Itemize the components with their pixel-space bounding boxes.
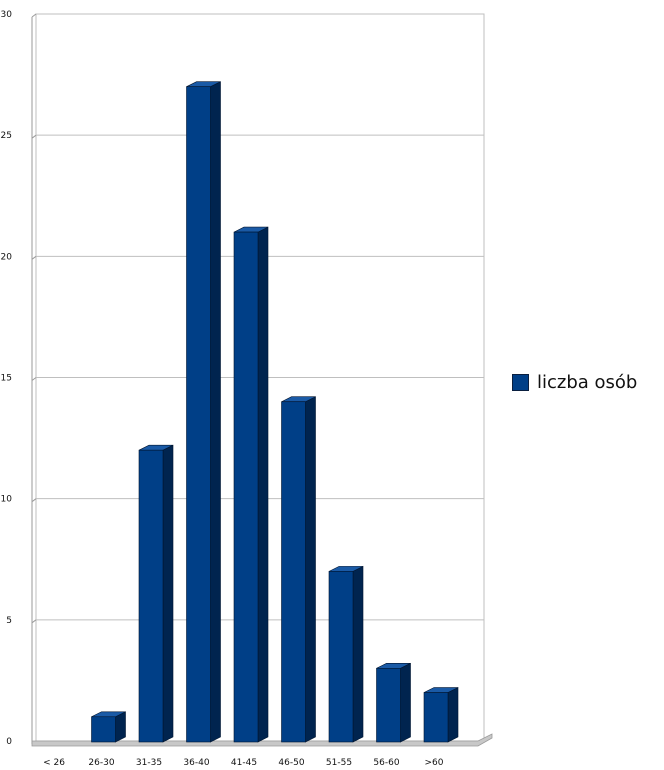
bar [281,401,306,743]
bar [423,692,449,743]
legend-swatch [512,374,529,391]
y-tick [31,498,37,503]
legend-label: liczba osób [537,372,638,393]
y-tick-label: 5 [6,616,12,626]
y-tick [31,377,37,381]
bar [233,231,259,743]
x-tick-label: 41-45 [231,758,257,768]
x-tick-label: 56-60 [373,758,399,768]
y-tick-label: 20 [1,252,13,262]
bar-side [257,226,269,743]
axis-layer [31,13,493,747]
bar [328,571,354,743]
x-tick-label: 46-50 [278,758,304,768]
bar [138,449,164,743]
legend: liczba osób [512,372,637,393]
bar [91,716,116,743]
labels-layer: 0 5 10 15 20 25 30 < 26 26-30 31-35 36-40 41-45 46-5… [1,10,444,768]
bar-side [352,565,364,743]
bar-side [447,687,459,743]
y-tick [31,255,37,260]
y-tick-label: 30 [1,10,13,20]
bar-side [210,81,221,743]
bar [376,667,401,743]
x-tick-label: >60 [425,758,444,768]
y-tick-label: 25 [1,131,12,141]
x-tick-label: 51-55 [326,758,352,768]
y-tick [31,13,37,18]
y-tick [31,619,37,624]
bar-side [162,444,174,743]
x-tick-label: 36-40 [183,758,209,768]
bar [186,86,211,743]
y-tick-label: 10 [1,495,13,505]
bar-side [305,396,316,743]
x-tick-label: 26-30 [88,758,114,768]
x-tick-label: < 26 [43,758,65,768]
chart-floor [31,733,493,747]
bars-layer [91,81,459,743]
bar-side [400,662,411,743]
y-tick-label: 0 [6,737,12,747]
y-tick [31,134,37,139]
x-tick-label: 31-35 [136,758,162,768]
y-tick-label: 15 [1,374,12,384]
